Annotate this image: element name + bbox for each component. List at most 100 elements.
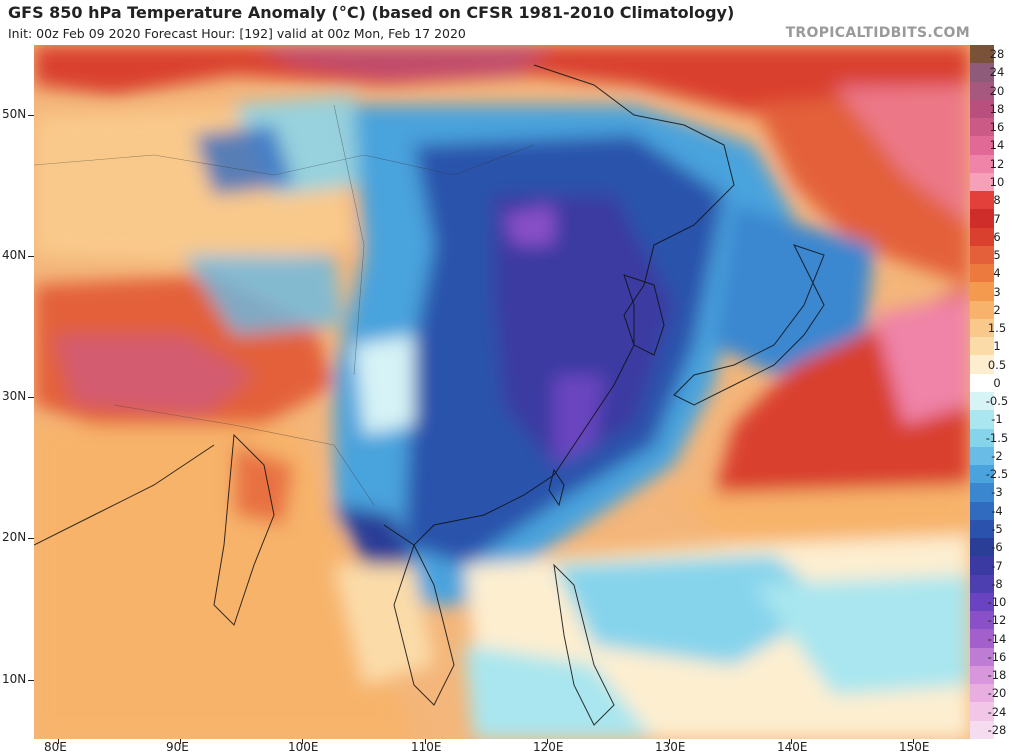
map-title: GFS 850 hPa Temperature Anomaly (°C) (ba… bbox=[8, 3, 735, 22]
colorbar-swatch bbox=[970, 519, 994, 539]
latitude-tick bbox=[28, 115, 34, 116]
longitude-label: 130E bbox=[655, 740, 686, 754]
latitude-label: 40N bbox=[2, 248, 27, 262]
colorbar-label: -1 bbox=[991, 412, 1003, 427]
colorbar-swatch bbox=[970, 428, 994, 448]
colorbar-label: -0.5 bbox=[985, 394, 1009, 409]
colorbar-label: -4 bbox=[991, 503, 1003, 518]
colorbar-label: 28 bbox=[989, 47, 1005, 62]
longitude-label: 110E bbox=[411, 740, 442, 754]
colorbar-swatch bbox=[970, 209, 994, 229]
colorbar-swatch bbox=[970, 684, 994, 703]
colorbar-label: -14 bbox=[987, 631, 1007, 646]
colorbar-swatch bbox=[970, 392, 994, 411]
forecast-subtitle: Init: 00z Feb 09 2020 Forecast Hour: [19… bbox=[8, 26, 466, 41]
colorbar-swatch bbox=[970, 63, 994, 82]
colorbar-label: 1.5 bbox=[987, 321, 1007, 336]
colorbar-swatch bbox=[970, 191, 994, 210]
colorbar-swatch bbox=[970, 592, 994, 612]
colorbar-label: 0 bbox=[993, 375, 1001, 390]
colorbar-label: -10 bbox=[987, 595, 1007, 610]
colorbar-swatch bbox=[970, 355, 994, 375]
colorbar-label: -2.5 bbox=[985, 467, 1009, 482]
colorbar-swatch bbox=[970, 538, 994, 557]
latitude-label: 10N bbox=[2, 672, 27, 686]
colorbar-label: -24 bbox=[987, 704, 1007, 719]
colorbar-label: 20 bbox=[989, 83, 1005, 98]
longitude-tick bbox=[669, 739, 670, 744]
colorbar-swatch bbox=[970, 245, 994, 265]
colorbar-label: 5 bbox=[993, 248, 1001, 263]
colorbar-label: 4 bbox=[993, 266, 1001, 281]
colorbar-swatch bbox=[970, 154, 994, 174]
colorbar-label: 14 bbox=[989, 138, 1005, 153]
colorbar-label: 8 bbox=[993, 193, 1001, 208]
colorbar-swatch bbox=[970, 264, 994, 283]
colorbar-swatch bbox=[970, 410, 994, 429]
longitude-label: 140E bbox=[777, 740, 808, 754]
latitude-tick bbox=[28, 680, 34, 681]
longitude-tick bbox=[180, 739, 181, 744]
colorbar-swatch bbox=[970, 136, 994, 156]
coastlines bbox=[34, 64, 825, 726]
longitude-tick bbox=[425, 739, 426, 744]
colorbar-swatch bbox=[970, 45, 994, 64]
latitude-tick bbox=[28, 256, 34, 257]
colorbar-swatch bbox=[970, 172, 994, 192]
longitude-tick bbox=[791, 739, 792, 744]
longitude-tick bbox=[58, 739, 59, 744]
colorbar-label: -20 bbox=[987, 686, 1007, 701]
colorbar-label: -16 bbox=[987, 649, 1007, 664]
colorbar-label: 10 bbox=[989, 174, 1005, 189]
colorbar-label: -1.5 bbox=[985, 430, 1009, 445]
colorbar-swatch bbox=[970, 227, 994, 247]
colorbar-swatch bbox=[970, 501, 994, 521]
colorbar-swatch bbox=[970, 665, 994, 685]
latitude-label: 30N bbox=[2, 389, 27, 403]
colorbar-swatch bbox=[970, 81, 994, 101]
colorbar-label: -28 bbox=[987, 722, 1007, 737]
colorbar-swatch bbox=[970, 318, 994, 338]
colorbar-label: 0.5 bbox=[987, 357, 1007, 372]
colorbar-label: 7 bbox=[993, 211, 1001, 226]
colorbar-label: -18 bbox=[987, 668, 1007, 683]
longitude-label: 100E bbox=[288, 740, 319, 754]
colorbar-swatch bbox=[970, 556, 994, 576]
colorbar-swatch bbox=[970, 337, 994, 356]
colorbar-swatch bbox=[970, 99, 994, 119]
colorbar-label: 16 bbox=[989, 120, 1005, 135]
latitude-tick bbox=[28, 397, 34, 398]
longitude-label: 150E bbox=[899, 740, 930, 754]
colorbar-swatch bbox=[970, 300, 994, 320]
colorbar bbox=[970, 45, 994, 740]
colorbar-swatch bbox=[970, 282, 994, 302]
brand-watermark[interactable]: TROPICALTIDBITS.COM bbox=[785, 25, 970, 41]
longitude-label: 120E bbox=[533, 740, 564, 754]
colorbar-label: 1 bbox=[993, 339, 1001, 354]
borders bbox=[34, 104, 535, 506]
colorbar-label: -8 bbox=[991, 576, 1003, 591]
colorbar-label: -6 bbox=[991, 540, 1003, 555]
colorbar-swatch bbox=[970, 118, 994, 137]
latitude-tick bbox=[28, 538, 34, 539]
colorbar-swatch bbox=[970, 483, 994, 503]
colorbar-swatch bbox=[970, 629, 994, 649]
colorbar-swatch bbox=[970, 373, 994, 393]
longitude-tick bbox=[547, 739, 548, 744]
colorbar-swatch bbox=[970, 720, 994, 740]
latitude-label: 50N bbox=[2, 107, 27, 121]
colorbar-swatch bbox=[970, 574, 994, 594]
colorbar-swatch bbox=[970, 702, 994, 722]
colorbar-label: 18 bbox=[989, 101, 1005, 116]
latitude-label: 20N bbox=[2, 530, 27, 544]
colorbar-label: -12 bbox=[987, 613, 1007, 628]
colorbar-swatch bbox=[970, 647, 994, 667]
colorbar-swatch bbox=[970, 446, 994, 466]
colorbar-swatch bbox=[970, 611, 994, 630]
colorbar-swatch bbox=[970, 465, 994, 484]
map-canvas bbox=[34, 45, 970, 739]
colorbar-label: 24 bbox=[989, 65, 1005, 80]
colorbar-label: -7 bbox=[991, 558, 1003, 573]
colorbar-label: 12 bbox=[989, 156, 1005, 171]
colorbar-label: -5 bbox=[991, 521, 1003, 536]
